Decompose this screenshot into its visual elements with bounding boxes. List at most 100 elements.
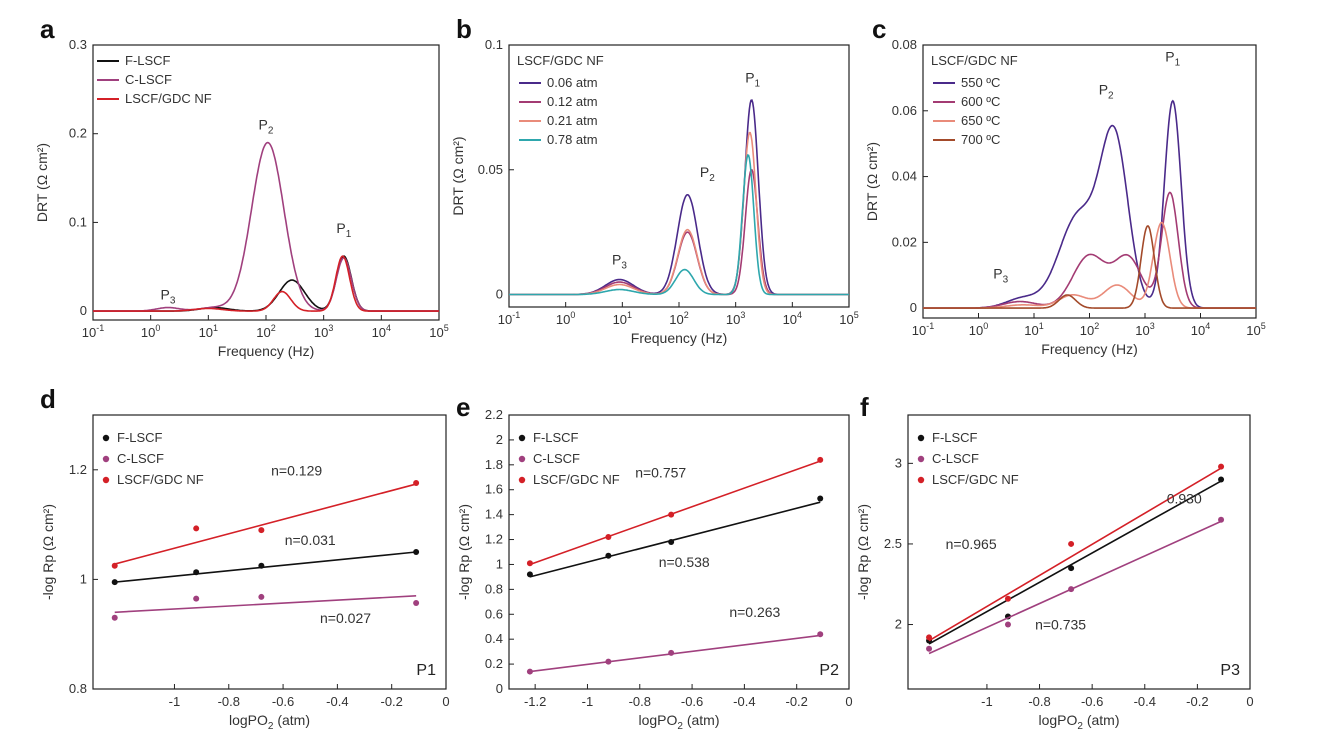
x-tick-label: -0.6 [272,694,294,709]
slope-annotation: n=0.757 [635,464,686,480]
peak-annotation: P3 [161,287,176,307]
x-tick-label: -0.2 [1186,694,1208,709]
chart-f: 2 2.5 3 -1 -0.8 -0.6 -0.4 -0.2 0 0.930 n=0.965 n=0.… [855,414,1254,732]
chart-c: 0 0.02 0.04 0.06 0.08 10-1 100 101 102 103 104 105 P… [864,37,1266,357]
x-tick-label: 103 [1135,321,1154,338]
legend-marker [917,476,925,484]
y-tick-label: 0.8 [485,581,503,596]
peak-annotation: P2 [700,164,715,184]
x-tick-label: 0 [442,694,449,709]
y-tick-label: 1.4 [485,507,503,522]
y-tick-label: 1.6 [485,482,503,497]
x-tick-label: -0.8 [1028,694,1050,709]
fit-line [928,480,1222,645]
legend-entry: 0.21 atm [547,113,598,128]
legend-entry: C-LSCF [117,451,164,466]
legend-marker [917,434,925,442]
panel-label-d: d [40,384,56,414]
legend-marker [102,476,110,484]
slope-annotation: n=0.735 [1035,616,1086,632]
x-tick-label: 103 [726,310,745,327]
legend-entry: C-LSCF [533,451,580,466]
series-line-0-78-atm [509,153,849,296]
legend-entry: C-LSCF [125,72,172,87]
y-tick-label: 0.2 [485,656,503,671]
chart-e: 0 0.2 0.4 0.6 0.8 1 1.2 1.4 1.6 1.8 2 2.2 -1.2 -1 -0.8… [456,407,853,732]
legend-marker [518,455,526,463]
legend-entry: 0.78 atm [547,132,598,147]
x-tick-label: 105 [429,323,448,340]
x-tick-label: 105 [839,310,858,327]
x-tick-label: 104 [783,310,802,327]
x-tick-label: -0.8 [629,694,651,709]
peak-annotation: P3 [612,252,627,272]
fit-line [529,460,821,566]
x-axis-title: logPO2 (atm) [1038,712,1119,732]
slope-annotation: n=0.027 [320,610,371,626]
x-axis-title: Frequency (Hz) [1041,341,1137,357]
x-tick-label: 103 [314,323,333,340]
data-point [1004,595,1011,602]
legend-entry: 0.06 atm [547,75,598,90]
y-tick-label: 0.08 [892,37,917,52]
x-tick-label: 100 [556,310,575,327]
legend-entry: 600 ºC [961,94,1000,109]
fit-line [928,520,1222,655]
x-tick-label: -0.4 [733,694,755,709]
y-axis-title: -log Rp (Ω cm²) [456,504,472,600]
legend-marker [518,476,526,484]
y-tick-label: 0.02 [892,234,917,249]
fit-line [114,551,417,583]
series-line-700-c [923,225,1256,309]
legend-entry: 700 ºC [961,132,1000,147]
data-point [817,495,824,502]
slope-annotation: n=0.263 [729,604,780,620]
y-tick-label: 2 [496,432,503,447]
x-tick-label: 104 [1191,321,1210,338]
fit-line [529,501,821,578]
plot-frame-f [907,414,1251,690]
y-axis-title: DRT (Ω cm²) [450,136,466,215]
chart-d: 0.8 1 1.2 -1 -0.8 -0.6 -0.4 -0.2 0 n=0.129 n=0.031… [40,414,450,732]
peak-annotation: P2 [259,116,274,136]
series-line-lscf-gdc-nf [93,255,439,312]
x-tick-label: 101 [613,310,632,327]
y-tick-label: 0.1 [69,214,87,229]
slope-annotation: 0.930 [1167,491,1202,507]
data-point [817,631,824,638]
peak-corner-label: P2 [819,662,839,679]
data-point [1068,586,1075,593]
y-tick-label: 0 [80,303,87,318]
x-tick-label: 102 [669,310,688,327]
data-point [258,562,265,569]
x-axis-title: logPO2 (atm) [638,712,719,732]
legend-entry: LSCF/GDC NF [125,91,212,106]
legend-marker [102,434,110,442]
y-tick-label: 2.2 [485,407,503,422]
y-tick-label: 1.2 [69,462,87,477]
x-tick-label: -1 [582,694,594,709]
y-tick-label: 2.5 [884,536,902,551]
x-tick-label: 0 [845,694,852,709]
slope-annotation: n=0.031 [285,532,336,548]
x-tick-label: 10-1 [498,310,520,327]
legend-marker [102,455,110,463]
data-point [526,571,533,578]
panel-label-a: a [40,14,55,44]
x-tick-label: 101 [1024,321,1043,338]
data-point [605,534,612,541]
x-tick-label: -0.4 [326,694,348,709]
y-tick-label: 0.6 [485,606,503,621]
series-line-0-21-atm [509,131,849,296]
panel-label-c: c [872,14,886,44]
slope-annotation: n=0.965 [946,536,997,552]
x-tick-label: -1 [981,694,993,709]
x-tick-label: -0.4 [1134,694,1156,709]
legend-entry: 550 ºC [961,75,1000,90]
fit-line [529,634,821,673]
y-tick-label: 1.8 [485,457,503,472]
slope-annotation: n=0.129 [271,462,322,478]
slope-annotation: n=0.538 [659,554,710,570]
legend-entry: F-LSCF [125,53,171,68]
